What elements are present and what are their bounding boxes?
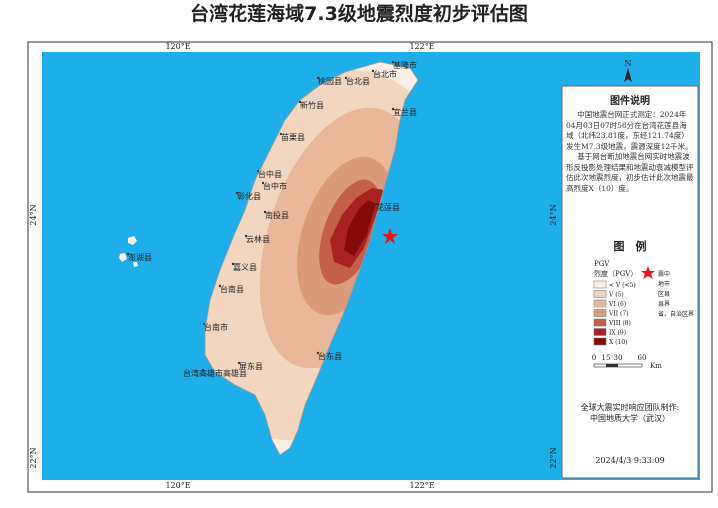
place-marker [244,234,248,238]
place-marker [235,191,239,195]
scale-label: 60 [638,354,647,362]
place-marker [201,368,205,372]
grid-label: 122°E [409,42,434,51]
place-marker [316,76,320,80]
place-marker [202,322,206,326]
place-label: 澎湖县 [128,252,152,262]
legend-swatch [593,328,607,336]
grid-label: 120°E [165,481,190,490]
legend-swatch [593,290,607,298]
place-label: 台湾高雄市高雄县 [183,368,247,378]
title: 台湾花莲海域7.3级地震烈度初步评估图 [190,2,528,25]
grid-label: 122°E [409,481,434,490]
legend-epicenter [641,266,655,279]
timestamp: 2024/4/3 9:33:09 [595,456,664,465]
penghu [119,236,138,267]
place-label: 宜兰县 [393,107,417,117]
credit: 全球大震实时响应团队制作: [581,402,680,412]
place-marker [391,60,395,64]
place-label: 嘉义县 [233,262,257,272]
legend-label: V (5) [608,292,624,299]
place-marker [298,100,302,104]
scale-label: 0 [592,354,596,362]
place-label: 新竹县 [300,100,324,110]
legend-label: IX (9) [609,330,626,337]
grid-label: 24°N [29,204,38,225]
legend-label: VI (6) [608,301,626,308]
place-marker [126,252,130,256]
grid-label: 120°E [165,42,190,51]
legend-swatch [593,309,607,317]
place-marker [256,169,260,173]
place-label: 南投县 [265,210,289,220]
scale-bar [606,364,618,367]
place-label: 花莲县 [376,202,400,212]
place-label: 台南市 [204,322,228,332]
place-marker [261,181,265,185]
scale-unit: Km [650,362,662,370]
place-label: 苗栗县 [281,133,305,142]
place-label: 云林县 [246,234,270,244]
place-label: 台北市 [373,69,397,79]
scale-label: 30 [614,354,623,362]
legend-label: < V (<5) [609,282,636,289]
place-marker [279,132,283,136]
legend-label: VII (7) [608,311,628,318]
place-marker [371,69,375,73]
place-marker [231,262,235,266]
legend-symbol-label: 地市 [658,280,670,288]
place-label: 台南县 [220,284,244,294]
grid-label: 22°N [29,447,38,468]
legend-symbol-label: 省、自治区界 [658,310,694,318]
legend-label: X (10) [609,339,628,346]
place-label: 台中市 [263,181,287,191]
legend-symbol-label: 震中 [658,270,670,278]
legend-swatch [593,299,607,308]
description: 中国地震台网正式测定：2024年04月03日07时58分在台湾花莲县海域（北纬2… [566,110,694,194]
place-label: 台北县 [346,76,370,86]
description-text: 中国地震台网正式测定：2024年04月03日07时58分在台湾花莲县海域（北纬2… [566,110,693,151]
north-arrow: N [624,59,632,82]
legend-label: VIII (8) [608,320,631,327]
place-label: 台东县 [318,351,342,361]
legend-panel [561,85,699,479]
legend-title: 图 例 [614,239,647,253]
place-label: 基隆市 [393,60,417,70]
place-label: 台中县 [258,169,282,179]
epicenter [382,228,398,244]
place-marker [344,76,348,80]
grid-label: 22°N [549,447,558,468]
panel-heading: 图件说明 [610,94,650,107]
description-text: 基于网台断加地震台网实时地震波形反投影处理结果和地震动衰减模型评估此次地震烈度，… [566,152,694,193]
place-marker [316,351,320,355]
scale-label: 15 [602,354,611,362]
legend-swatch [593,337,607,346]
place-marker [391,107,395,111]
grid-label: 24°N [549,204,558,225]
legend-swatch [593,318,607,327]
place-marker [218,284,222,288]
legend-swatch [593,280,607,289]
north-label: N [625,59,632,68]
place-label: 彰化县 [237,191,261,201]
legend-intensity-title: 烈度（PGV） [594,269,637,278]
place-label: 屏东县 [239,361,263,371]
place-label: 桃园县 [318,76,342,86]
legend-symbol-label: 县界 [658,301,670,308]
zone [344,200,376,256]
place-marker [237,361,241,365]
place-marker [374,202,378,206]
legend-pgv: PGV [594,260,610,268]
credit: 中国地质大学（武汉） [590,413,670,423]
legend-symbol-label: 区县 [658,291,670,298]
place-marker [263,210,267,214]
